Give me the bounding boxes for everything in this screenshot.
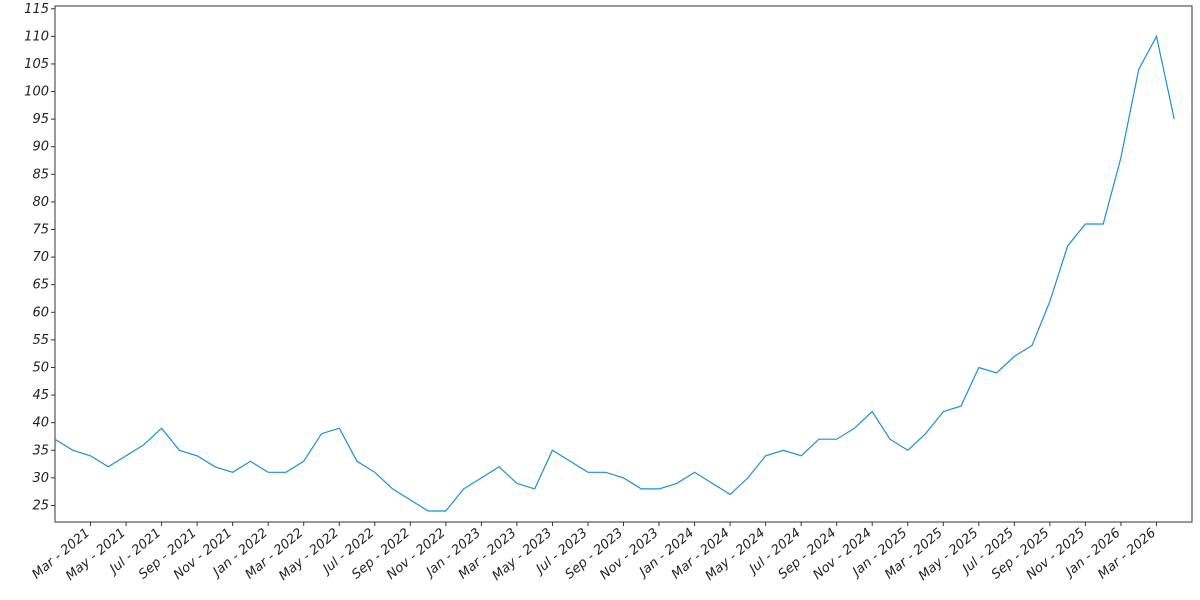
y-tick-label: 40 (32, 416, 49, 431)
y-tick-label: 45 (32, 388, 49, 403)
y-tick-label: 90 (32, 140, 49, 155)
y-tick-label: 85 (32, 167, 49, 182)
y-tick-label: 100 (24, 85, 49, 100)
y-tick-label: 65 (32, 278, 49, 293)
y-tick-label: 25 (32, 498, 49, 513)
y-tick-label: 35 (32, 443, 49, 458)
y-tick-label: 55 (32, 333, 49, 348)
y-tick-label: 105 (24, 57, 49, 72)
plot-frame (54, 5, 1193, 523)
y-tick-label: 95 (32, 112, 49, 127)
y-tick-label: 30 (32, 471, 49, 486)
line (54, 34, 1175, 512)
y-tick-label: 115 (24, 2, 49, 17)
y-tick-label: 60 (32, 305, 49, 320)
y-tick-label: 70 (32, 250, 49, 265)
y-tick-label: 50 (32, 360, 49, 375)
y-tick-label: 80 (32, 195, 49, 210)
y-tick-label: 110 (24, 29, 49, 44)
y-tick-label: 75 (32, 223, 49, 238)
